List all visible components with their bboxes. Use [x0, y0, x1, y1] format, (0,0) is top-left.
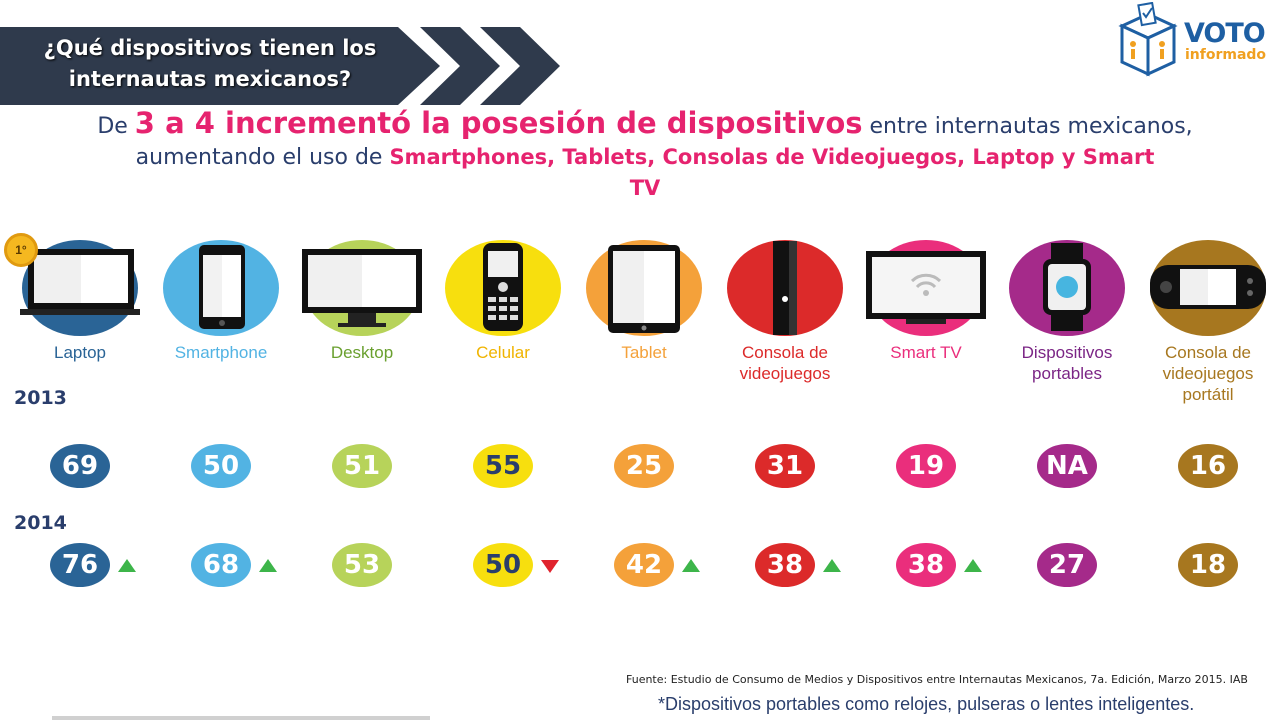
feature-phone-icon — [443, 237, 563, 342]
logo-word: VOTO — [1184, 18, 1266, 49]
category-label: Dispositivos portables — [1021, 343, 1113, 383]
headline: De 3 a 4 incrementó la posesión de dispo… — [40, 108, 1250, 203]
trend-down-icon — [541, 560, 559, 573]
category-label: Smartphone — [174, 343, 268, 362]
category-label: Celular — [476, 343, 530, 362]
first-place-badge: 1° — [4, 233, 38, 267]
value-2013: 25 — [614, 444, 674, 488]
smartphone-icon — [161, 237, 281, 342]
value-2013: 31 — [755, 444, 815, 488]
value-2014: 18 — [1178, 543, 1238, 587]
year-label-2013: 2013 — [14, 387, 67, 409]
handheld-console-icon — [1148, 237, 1268, 342]
category-label: Desktop — [330, 343, 394, 362]
headline-highlight: Smartphones, Tablets, Consolas de Videoj… — [389, 145, 1155, 169]
headline-highlight: TV — [629, 176, 661, 200]
value-2014: 27 — [1037, 543, 1097, 587]
category-label: Laptop — [54, 343, 106, 362]
logo-subtitle: informado — [1185, 47, 1267, 63]
trend-up-icon — [964, 559, 982, 572]
headline-highlight: 3 a 4 incrementó la posesión de disposit… — [134, 106, 863, 140]
value-2014: 76 — [50, 543, 110, 587]
value-2013: 19 — [896, 444, 956, 488]
year-label-2014: 2014 — [14, 512, 67, 534]
value-2013: 69 — [50, 444, 110, 488]
banner-chevrons — [0, 27, 560, 105]
value-2013: 51 — [332, 444, 392, 488]
value-2013: 16 — [1178, 444, 1238, 488]
value-2014: 68 — [191, 543, 251, 587]
value-2013: 55 — [473, 444, 533, 488]
ballot-box-icon — [1118, 1, 1178, 77]
smart-tv-icon — [866, 237, 986, 342]
laptop-icon — [20, 237, 140, 342]
headline-part: aumentando el uso de — [135, 145, 390, 170]
page-title: ¿Qué dispositivos tienen los internautas… — [43, 36, 377, 91]
value-2014: 38 — [755, 543, 815, 587]
smartwatch-icon — [1007, 237, 1127, 342]
tablet-icon — [584, 237, 704, 342]
category-label: Tablet — [621, 343, 667, 362]
source-note: Fuente: Estudio de Consumo de Medios y D… — [626, 673, 1248, 686]
value-2013: NA — [1037, 444, 1097, 488]
value-2014: 53 — [332, 543, 392, 587]
category-label: Consola de videojuegos portátil — [1162, 343, 1254, 404]
device-chart: 2013 2014 Laptop 69 76 Smartphone 50 68 Deskto… — [0, 225, 1280, 625]
value-2013: 50 — [191, 444, 251, 488]
trend-up-icon — [118, 559, 136, 572]
footnote: *Dispositivos portables como relojes, pu… — [658, 694, 1195, 714]
category-label: Consola de videojuegos — [739, 343, 831, 383]
value-2014: 38 — [896, 543, 956, 587]
value-2014: 50 — [473, 543, 533, 587]
bottom-divider — [52, 716, 430, 720]
header-banner: ¿Qué dispositivos tienen los internautas… — [0, 27, 560, 105]
headline-part: De — [97, 114, 135, 139]
trend-up-icon — [682, 559, 700, 572]
category-label: Smart TV — [890, 343, 962, 362]
trend-up-icon — [823, 559, 841, 572]
headline-part: entre internautas mexicanos, — [862, 114, 1193, 139]
voto-informado-logo: VOTO informado — [1118, 1, 1278, 80]
game-console-icon — [725, 237, 845, 342]
desktop-icon — [302, 237, 422, 342]
trend-up-icon — [259, 559, 277, 572]
value-2014: 42 — [614, 543, 674, 587]
